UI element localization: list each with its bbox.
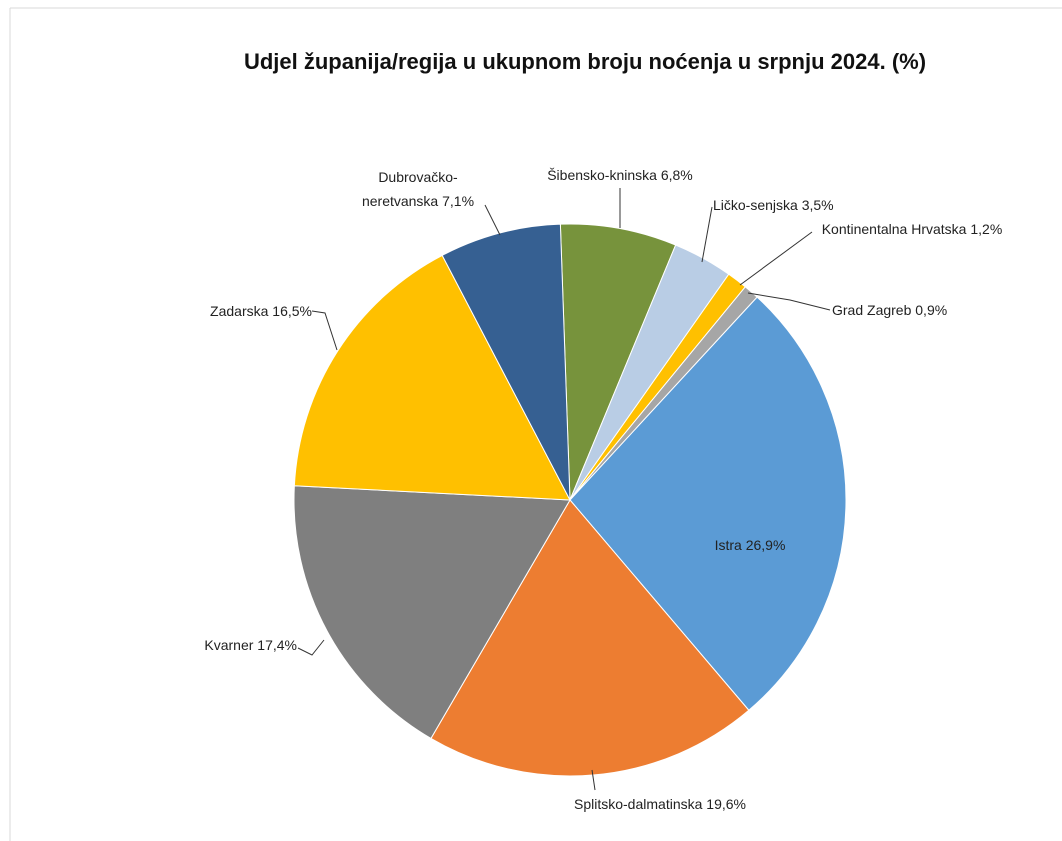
leader-line — [747, 292, 831, 311]
leader-line — [484, 204, 501, 236]
slice-label: Ličko-senjska 3,5% — [713, 193, 913, 217]
slice-value: 16,5% — [272, 303, 312, 319]
leader-line — [739, 231, 813, 286]
pie-slice — [293, 485, 571, 740]
chart-title: Udjel županija/regija u ukupnom broju no… — [243, 49, 927, 74]
leader-line — [311, 310, 338, 351]
slice-value: 0,9% — [915, 302, 948, 318]
leader-line — [591, 769, 596, 791]
slice-name: Zadarska — [210, 303, 269, 319]
pie-slice — [569, 296, 847, 711]
slice-name: Dubrovačko-neretvanska — [361, 169, 458, 209]
slice-name: Ličko-senjska — [713, 197, 798, 213]
leader-line — [701, 206, 713, 263]
slice-name: Kontinentalna Hrvatska — [821, 221, 967, 237]
slice-label: Istra 26,9% — [680, 533, 820, 557]
slice-value: 7,1% — [442, 193, 475, 209]
slice-label: Grad Zagreb 0,9% — [832, 298, 1032, 322]
slice-value: 26,9% — [745, 537, 786, 553]
slice-name: Istra — [714, 537, 742, 553]
slice-label: Kvarner 17,4% — [97, 633, 297, 657]
pie-slice — [430, 499, 750, 777]
slice-label: Dubrovačko-neretvanska 7,1% — [348, 165, 488, 213]
slice-name: Grad Zagreb — [832, 302, 912, 318]
slice-name: Šibensko-kninska — [547, 167, 657, 183]
slice-value: 6,8% — [660, 167, 693, 183]
slice-value: 1,2% — [970, 221, 1003, 237]
slice-name: Kvarner — [204, 637, 254, 653]
pie-slice — [293, 254, 571, 501]
slice-label: Splitsko-dalmatinska 19,6% — [565, 792, 755, 816]
pie-slice — [559, 223, 677, 501]
slice-label: Šibensko-kninska 6,8% — [500, 163, 740, 187]
slice-value: 17,4% — [257, 637, 297, 653]
slice-label: Kontinentalna Hrvatska 1,2% — [812, 217, 1012, 241]
slice-label: Zadarska 16,5% — [112, 299, 312, 323]
slice-value: 19,6% — [706, 796, 746, 812]
leader-line — [297, 639, 325, 656]
slice-name: Splitsko-dalmatinska — [574, 796, 703, 812]
slice-value: 3,5% — [801, 197, 834, 213]
